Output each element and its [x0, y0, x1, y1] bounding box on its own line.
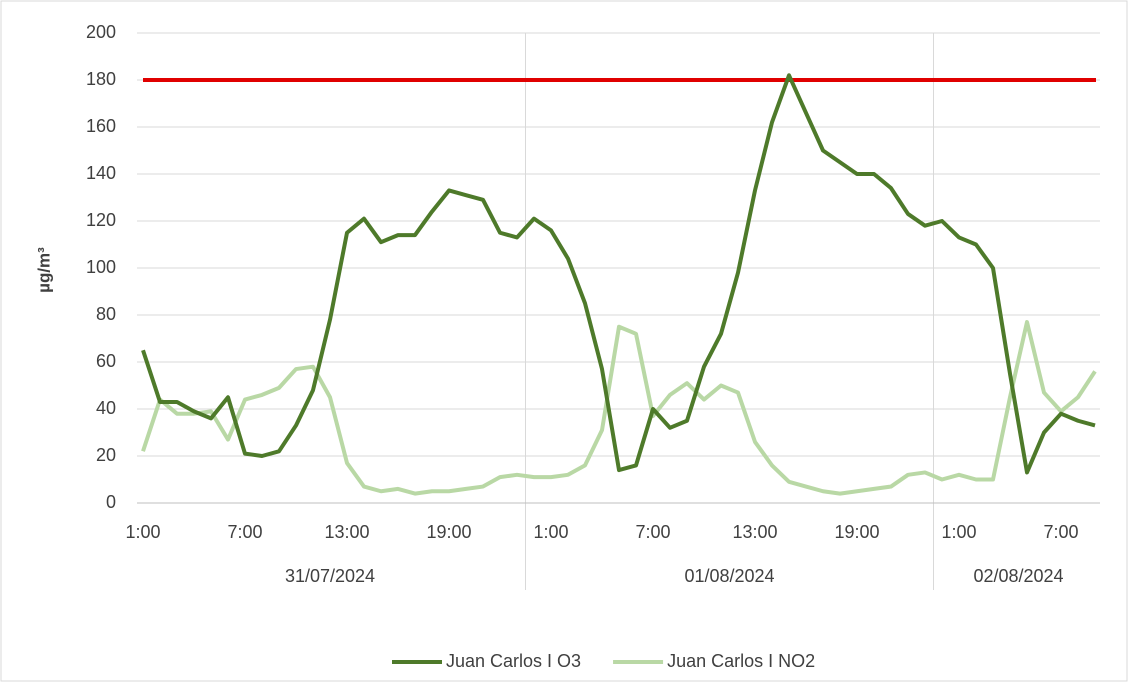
x-tick-label: 13:00: [732, 522, 777, 542]
x-tick-label: 7:00: [1043, 522, 1078, 542]
legend-label: Juan Carlos I O3: [446, 651, 581, 671]
date-label: 02/08/2024: [973, 566, 1063, 586]
x-tick-label: 19:00: [834, 522, 879, 542]
x-tick-label: 1:00: [533, 522, 568, 542]
series-line: [141, 320, 1097, 496]
y-tick-label: 200: [86, 22, 116, 42]
y-tick-label: 140: [86, 163, 116, 183]
y-tick-label: 60: [96, 351, 116, 371]
y-tick-label: 180: [86, 69, 116, 89]
legend-label: Juan Carlos I NO2: [667, 651, 815, 671]
x-tick-label: 7:00: [635, 522, 670, 542]
y-tick-label: 120: [86, 210, 116, 230]
y-tick-label: 160: [86, 116, 116, 136]
date-label: 01/08/2024: [684, 566, 774, 586]
x-tick-label: 1:00: [125, 522, 160, 542]
y-tick-label: 40: [96, 398, 116, 418]
series-line: [141, 73, 1096, 475]
y-tick-label: 100: [86, 257, 116, 277]
y-axis-label: µg/m³: [34, 247, 53, 293]
y-tick-label: 80: [96, 304, 116, 324]
date-label: 31/07/2024: [285, 566, 375, 586]
x-tick-label: 1:00: [941, 522, 976, 542]
y-tick-label: 0: [106, 492, 116, 512]
x-tick-label: 13:00: [324, 522, 369, 542]
y-tick-label: 20: [96, 445, 116, 465]
x-tick-label: 19:00: [426, 522, 471, 542]
x-tick-label: 7:00: [227, 522, 262, 542]
